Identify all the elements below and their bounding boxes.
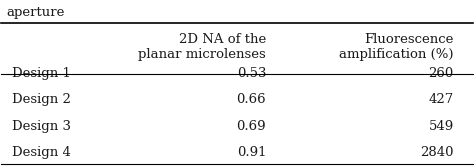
Text: aperture: aperture (6, 6, 64, 19)
